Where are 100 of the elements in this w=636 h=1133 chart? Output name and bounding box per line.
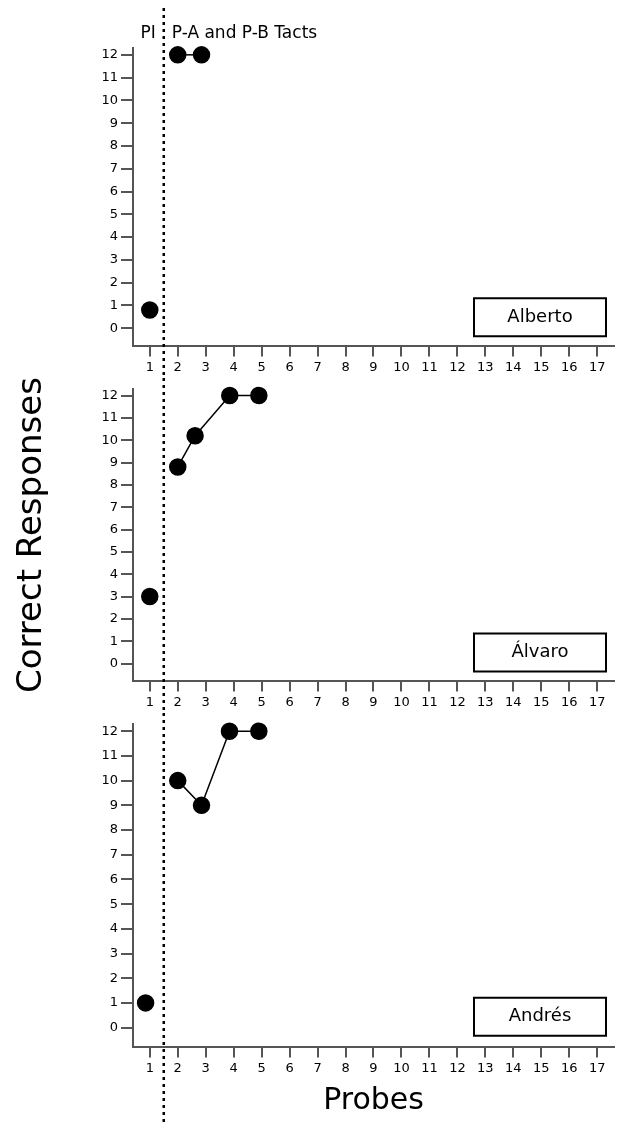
point [250, 722, 268, 740]
text: Álvaro [511, 640, 569, 662]
text: Alberto [507, 304, 573, 326]
y-tick-label: 10 [101, 91, 118, 107]
y-tick-label: 11 [101, 409, 118, 425]
x-tick-label: 12 [449, 358, 466, 374]
x-tick-label: 10 [393, 358, 410, 374]
x-tick-label: 14 [505, 358, 522, 374]
point [250, 386, 268, 405]
x-tick-label: 11 [421, 693, 438, 709]
point [192, 796, 211, 815]
x-axis-title: Probes [323, 1080, 424, 1116]
y-tick-label: 6 [109, 870, 118, 886]
x-tick-label: 9 [369, 358, 378, 374]
y-tick-label: 11 [101, 68, 118, 84]
y-axis-title: Correct Responses [9, 377, 50, 694]
y-tick-label: 9 [109, 114, 118, 130]
y-tick-label: 2 [109, 969, 118, 985]
x-tick-label: 16 [560, 693, 578, 709]
y-tick-label: 6 [109, 520, 118, 536]
x-tick-label: 7 [313, 1059, 322, 1075]
x-tick-label: 8 [341, 1059, 350, 1075]
y-tick-label: 12 [101, 46, 118, 62]
x-tick-label: 6 [285, 693, 294, 709]
x-tick-label: 13 [477, 1059, 494, 1075]
x-tick-label: 7 [313, 693, 322, 709]
y-tick-label: 9 [109, 796, 118, 812]
x-tick-label: 1 [145, 693, 154, 709]
x-tick-label: 7 [313, 358, 322, 374]
x-tick-label: 9 [369, 693, 378, 709]
x-tick-label: 2 [173, 358, 182, 374]
x-tick-label: 12 [449, 1059, 466, 1075]
y-tick-label: 5 [109, 205, 118, 221]
y-tick-label: 6 [109, 182, 118, 198]
y-tick-label: 3 [109, 251, 118, 267]
x-tick-label: 16 [560, 358, 578, 374]
y-tick-label: 0 [109, 319, 118, 335]
x-tick-label: 11 [421, 1059, 438, 1075]
x-tick-label: 14 [505, 1059, 522, 1075]
x-tick-label: 15 [533, 1059, 550, 1075]
x-tick-label: 5 [257, 358, 266, 374]
x-tick-label: 6 [285, 1059, 294, 1075]
x-tick-label: 3 [201, 1059, 210, 1075]
x-tick-label: 4 [229, 358, 238, 374]
x-tick-label: 8 [341, 693, 350, 709]
x-tick-label: 17 [588, 358, 606, 374]
y-tick-label: 8 [109, 137, 118, 153]
x-tick-label: 2 [173, 1059, 182, 1075]
x-tick-label: 11 [421, 358, 438, 374]
y-tick-label: 8 [109, 476, 118, 492]
text: P-A and P-B Tacts [171, 21, 318, 42]
point [141, 587, 159, 606]
y-tick-label: 10 [101, 431, 118, 447]
x-tick-label: 13 [477, 358, 494, 374]
y-tick-label: 7 [109, 160, 118, 176]
y-tick-label: 4 [109, 565, 118, 581]
x-tick-label: 10 [393, 1059, 410, 1075]
x-tick-label: 15 [533, 693, 550, 709]
x-tick-label: 8 [341, 358, 350, 374]
y-tick-label: 12 [101, 722, 118, 738]
y-tick-label: 3 [109, 587, 118, 603]
x-tick-label: 5 [257, 693, 266, 709]
x-tick-label: 4 [229, 1059, 238, 1075]
y-tick-label: 7 [109, 846, 118, 862]
x-tick-label: 15 [533, 358, 550, 374]
x-tick-label: 6 [285, 358, 294, 374]
x-tick-label: 13 [477, 693, 494, 709]
y-tick-label: 4 [109, 228, 118, 244]
y-tick-label: 7 [109, 498, 118, 514]
x-tick-label: 4 [229, 693, 238, 709]
x-tick-label: 17 [588, 1059, 606, 1075]
x-tick-label: 5 [257, 1059, 266, 1075]
x-tick-label: 3 [201, 358, 210, 374]
y-tick-label: 4 [109, 920, 118, 936]
y-tick-label: 12 [101, 386, 118, 402]
x-tick-label: 10 [393, 693, 410, 709]
y-tick-label: 10 [101, 771, 118, 787]
point [136, 994, 155, 1012]
x-tick-label: 2 [173, 693, 182, 709]
text: Andrés [508, 1004, 572, 1026]
x-tick-label: 3 [201, 693, 210, 709]
x-tick-label: 14 [505, 693, 522, 709]
y-tick-label: 5 [109, 543, 118, 559]
y-tick-label: 1 [109, 296, 118, 312]
y-tick-label: 3 [109, 944, 118, 960]
x-tick-label: 16 [560, 1059, 578, 1075]
x-tick-label: 12 [449, 693, 466, 709]
y-tick-label: 2 [109, 273, 118, 289]
x-tick-label: 17 [588, 693, 606, 709]
y-tick-label: 1 [109, 632, 118, 648]
y-tick-label: 2 [109, 610, 118, 626]
point [168, 458, 187, 476]
point [221, 386, 239, 405]
text: PI [140, 21, 156, 42]
y-tick-label: 9 [109, 453, 118, 469]
y-tick-label: 11 [101, 747, 118, 763]
point [168, 771, 187, 790]
x-tick-label: 1 [145, 1059, 154, 1075]
y-tick-label: 8 [109, 821, 118, 837]
y-tick-label: 0 [109, 654, 118, 670]
